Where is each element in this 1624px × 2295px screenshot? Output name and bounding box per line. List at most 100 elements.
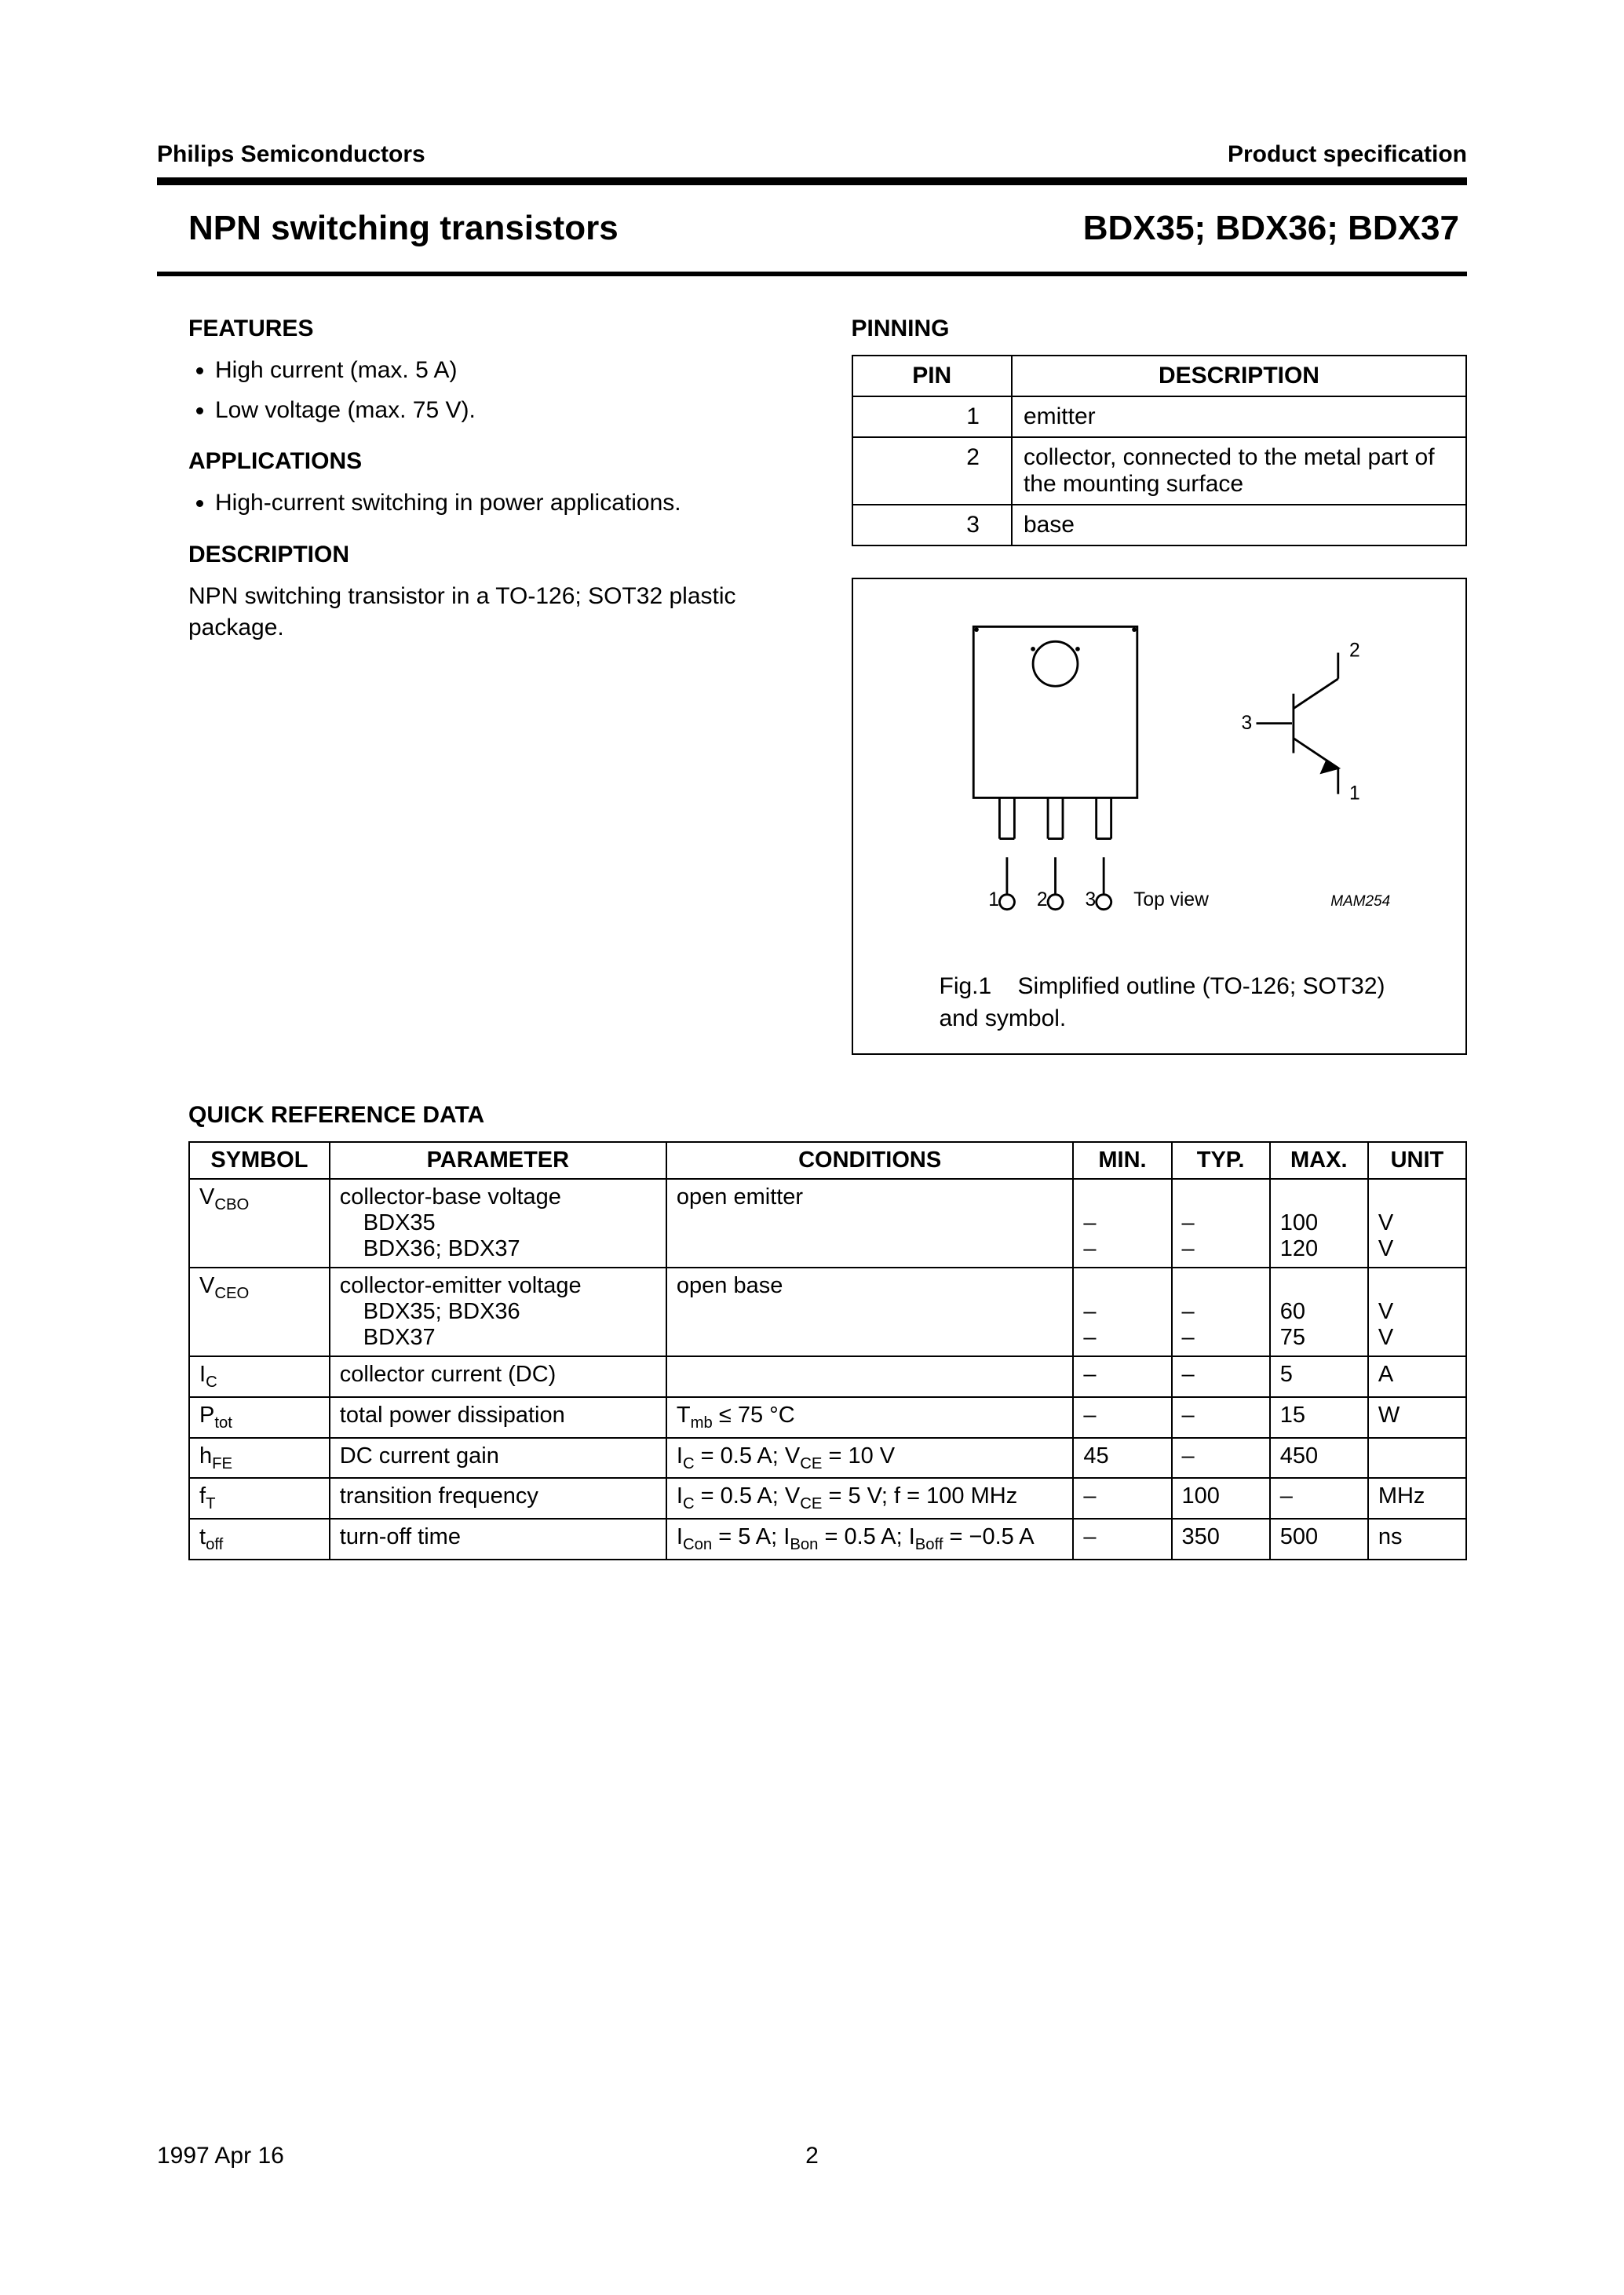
figure-caption: Fig.1 Simplified outline (TO-126; SOT32)… bbox=[877, 952, 1443, 1034]
qr-symbol: toff bbox=[189, 1519, 330, 1560]
pin-desc: emitter bbox=[1012, 396, 1466, 437]
qr-conditions: Tmb ≤ 75 °C bbox=[666, 1397, 1074, 1438]
pin-col-header: PIN bbox=[852, 356, 1012, 396]
quickref-heading: QUICK REFERENCE DATA bbox=[188, 1102, 1467, 1129]
qr-col-header: TYP. bbox=[1172, 1142, 1270, 1179]
package-symbol-figure: 1 2 3 Top view MAM254 2 3 1 bbox=[877, 603, 1443, 948]
table-row: Ptottotal power dissipationTmb ≤ 75 °C––… bbox=[189, 1397, 1466, 1438]
figure-caption-text: Simplified outline (TO-126; SOT32) and s… bbox=[940, 973, 1385, 1031]
qr-min: – bbox=[1073, 1356, 1171, 1397]
qr-typ: – bbox=[1172, 1356, 1270, 1397]
qr-conditions: ICon = 5 A; IBon = 0.5 A; IBoff = −0.5 A bbox=[666, 1519, 1074, 1560]
qr-unit: MHz bbox=[1368, 1478, 1466, 1519]
qr-col-header: SYMBOL bbox=[189, 1142, 330, 1179]
footer-page-number: 2 bbox=[805, 2143, 819, 2169]
figure-code: MAM254 bbox=[1330, 893, 1390, 910]
pin-label: 3 bbox=[1085, 889, 1096, 910]
qr-unit bbox=[1368, 1438, 1466, 1479]
qr-parameter: total power dissipation bbox=[330, 1397, 666, 1438]
qr-unit: A bbox=[1368, 1356, 1466, 1397]
table-row: 3 base bbox=[852, 505, 1467, 545]
applications-list: High-current switching in power applicat… bbox=[188, 487, 805, 520]
qr-typ: –– bbox=[1172, 1179, 1270, 1268]
table-row: SYMBOLPARAMETERCONDITIONSMIN.TYP.MAX.UNI… bbox=[189, 1142, 1466, 1179]
qr-symbol: IC bbox=[189, 1356, 330, 1397]
transistor-symbol-icon bbox=[1256, 653, 1338, 794]
features-heading: FEATURES bbox=[188, 316, 805, 342]
description-heading: DESCRIPTION bbox=[188, 542, 805, 568]
qr-symbol: hFE bbox=[189, 1438, 330, 1479]
qr-min: – bbox=[1073, 1519, 1171, 1560]
title-underline bbox=[157, 272, 1467, 276]
qr-typ: 100 bbox=[1172, 1478, 1270, 1519]
description-text: NPN switching transistor in a TO-126; SO… bbox=[188, 581, 805, 644]
right-column: PINNING PIN DESCRIPTION 1 emitter 2 coll… bbox=[852, 316, 1468, 1055]
qr-col-header: MAX. bbox=[1270, 1142, 1368, 1179]
qr-col-header: UNIT bbox=[1368, 1142, 1466, 1179]
qr-max: 5 bbox=[1270, 1356, 1368, 1397]
footer-date: 1997 Apr 16 bbox=[157, 2143, 284, 2169]
feature-item: High current (max. 5 A) bbox=[215, 355, 805, 387]
title-left: NPN switching transistors bbox=[188, 209, 619, 248]
quickref-table: SYMBOLPARAMETERCONDITIONSMIN.TYP.MAX.UNI… bbox=[188, 1141, 1467, 1560]
feature-item: Low voltage (max. 75 V). bbox=[215, 395, 805, 427]
document-type: Product specification bbox=[1228, 141, 1467, 168]
qr-min: – bbox=[1073, 1397, 1171, 1438]
top-rule bbox=[157, 177, 1467, 185]
qr-min: –– bbox=[1073, 1179, 1171, 1268]
page-header: Philips Semiconductors Product specifica… bbox=[157, 141, 1467, 168]
qr-conditions bbox=[666, 1356, 1074, 1397]
qr-parameter: transition frequency bbox=[330, 1478, 666, 1519]
table-row: fTtransition frequencyIC = 0.5 A; VCE = … bbox=[189, 1478, 1466, 1519]
qr-symbol: Ptot bbox=[189, 1397, 330, 1438]
qr-typ: 350 bbox=[1172, 1519, 1270, 1560]
qr-typ: –– bbox=[1172, 1268, 1270, 1356]
qr-max: 15 bbox=[1270, 1397, 1368, 1438]
dot-icon bbox=[1075, 647, 1080, 651]
qr-col-header: CONDITIONS bbox=[666, 1142, 1074, 1179]
qr-col-header: PARAMETER bbox=[330, 1142, 666, 1179]
qr-typ: – bbox=[1172, 1438, 1270, 1479]
pin-label: 1 bbox=[988, 889, 999, 910]
table-row: toffturn-off timeICon = 5 A; IBon = 0.5 … bbox=[189, 1519, 1466, 1560]
qr-min: –– bbox=[1073, 1268, 1171, 1356]
qr-parameter: collector current (DC) bbox=[330, 1356, 666, 1397]
pinning-table: PIN DESCRIPTION 1 emitter 2 collector, c… bbox=[852, 355, 1468, 546]
figure-box: 1 2 3 Top view MAM254 2 3 1 bbox=[852, 578, 1468, 1055]
main-columns: FEATURES High current (max. 5 A) Low vol… bbox=[157, 316, 1467, 1055]
title-right: BDX35; BDX36; BDX37 bbox=[1083, 209, 1459, 248]
pin-number: 3 bbox=[852, 505, 1012, 545]
table-row: VCBOcollector-base voltageBDX35BDX36; BD… bbox=[189, 1179, 1466, 1268]
qr-parameter: turn-off time bbox=[330, 1519, 666, 1560]
quick-reference-section: QUICK REFERENCE DATA SYMBOLPARAMETERCOND… bbox=[157, 1102, 1467, 1560]
pin-desc: collector, connected to the metal part o… bbox=[1012, 437, 1466, 505]
qr-max: 100120 bbox=[1270, 1179, 1368, 1268]
package-outline-icon bbox=[973, 626, 1137, 797]
applications-heading: APPLICATIONS bbox=[188, 448, 805, 475]
table-row: hFEDC current gainIC = 0.5 A; VCE = 10 V… bbox=[189, 1438, 1466, 1479]
qr-unit: VV bbox=[1368, 1179, 1466, 1268]
pin-label: 2 bbox=[1036, 889, 1047, 910]
table-row: PIN DESCRIPTION bbox=[852, 356, 1467, 396]
company-name: Philips Semiconductors bbox=[157, 141, 425, 168]
qr-unit: VV bbox=[1368, 1268, 1466, 1356]
dot-icon bbox=[1132, 627, 1137, 632]
left-column: FEATURES High current (max. 5 A) Low vol… bbox=[157, 316, 805, 1055]
qr-min: 45 bbox=[1073, 1438, 1171, 1479]
symbol-pin-label: 3 bbox=[1241, 713, 1252, 734]
figure-number: Fig.1 bbox=[940, 973, 992, 999]
qr-parameter: collector-emitter voltageBDX35; BDX36BDX… bbox=[330, 1268, 666, 1356]
pin-number: 1 bbox=[852, 396, 1012, 437]
qr-max: 450 bbox=[1270, 1438, 1368, 1479]
table-row: VCEOcollector-emitter voltageBDX35; BDX3… bbox=[189, 1268, 1466, 1356]
pinning-heading: PINNING bbox=[852, 316, 1468, 342]
page-footer: 1997 Apr 16 2 bbox=[157, 2143, 1467, 2169]
qr-conditions: open base bbox=[666, 1268, 1074, 1356]
qr-parameter: DC current gain bbox=[330, 1438, 666, 1479]
application-item: High-current switching in power applicat… bbox=[215, 487, 805, 520]
table-row: ICcollector current (DC)––5A bbox=[189, 1356, 1466, 1397]
mounting-hole-icon bbox=[1033, 641, 1078, 686]
qr-unit: ns bbox=[1368, 1519, 1466, 1560]
table-row: 1 emitter bbox=[852, 396, 1467, 437]
qr-max: 6075 bbox=[1270, 1268, 1368, 1356]
